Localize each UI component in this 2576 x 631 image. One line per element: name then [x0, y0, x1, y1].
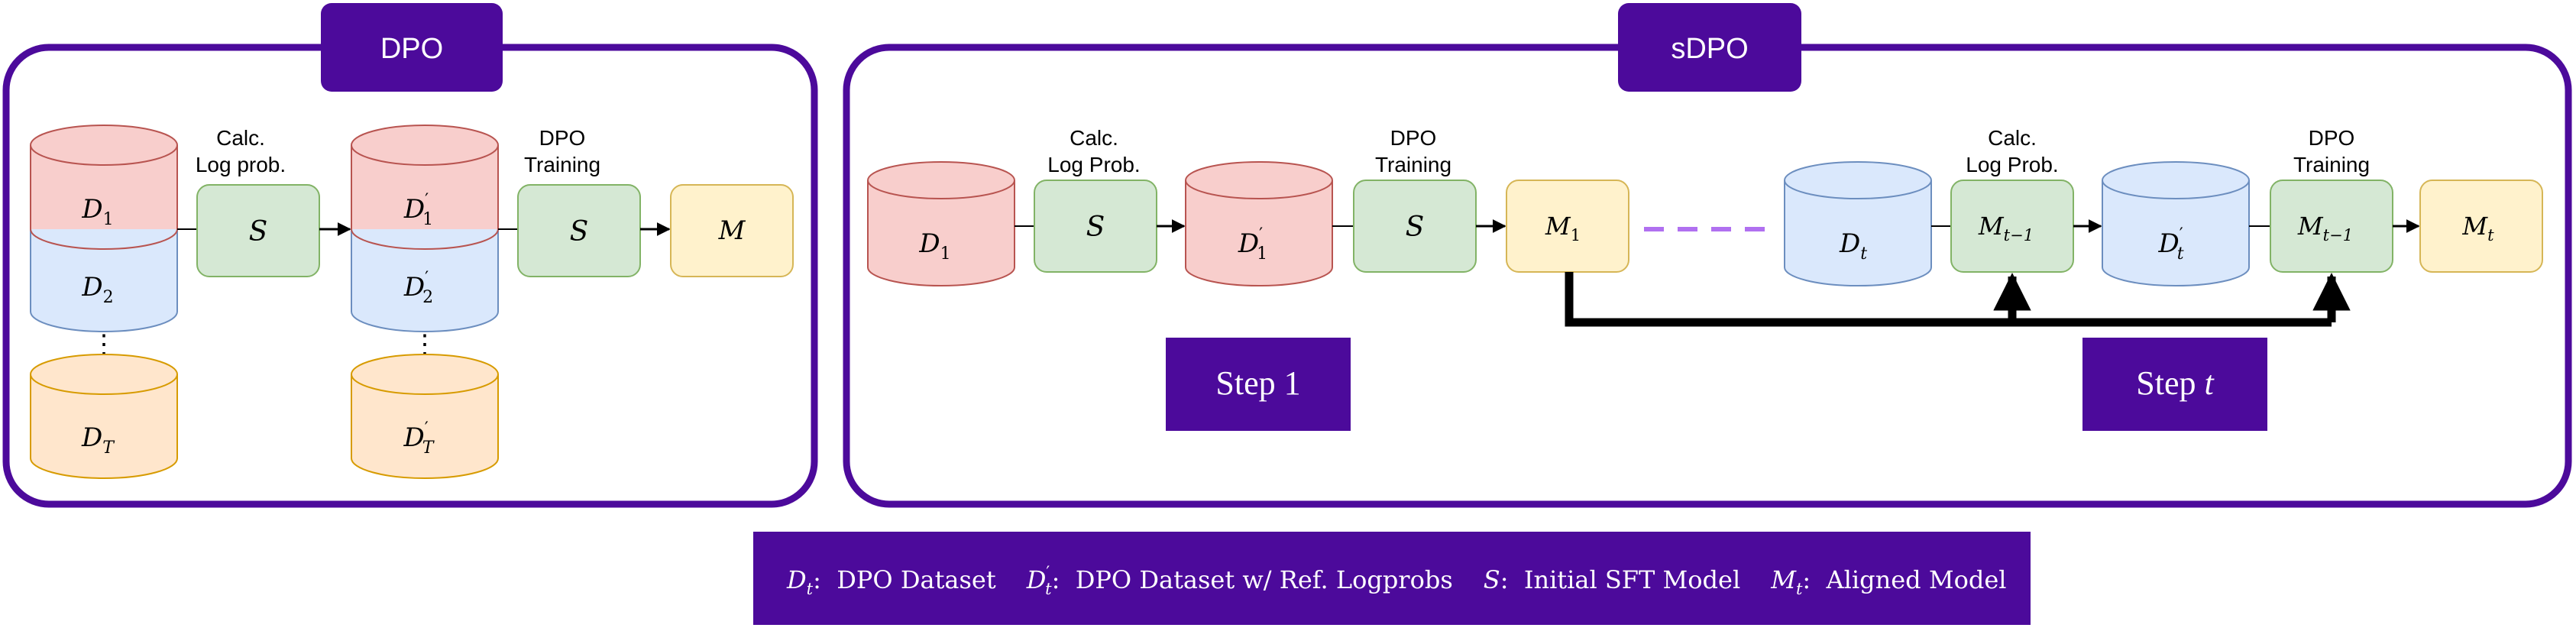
- dpo-d1p-label: D′ 1: [403, 191, 433, 229]
- dpo-ref-dataset-dT: [351, 354, 499, 479]
- sdpo-feedback-path: [1565, 272, 2332, 327]
- dpo-ref-dataset-d1: [351, 125, 499, 250]
- sdpo-dataset-dt: [1784, 161, 1932, 286]
- sdpo-panel-frame: [843, 44, 2572, 508]
- dpo-title: DPO: [380, 33, 443, 65]
- dpo-calc-label-2: Log prob.: [196, 153, 286, 176]
- step-1-label: Step 1: [1215, 364, 1300, 402]
- sdpo-train-label-1a: DPO: [1390, 126, 1437, 150]
- dpo-ref-dataset-d2: [351, 228, 499, 332]
- sdpo-dtp-label: D′ t: [2157, 225, 2183, 264]
- sdpo-model-m1-label: M1: [1545, 212, 1581, 244]
- sdpo-model-mt1-label-1: Mt−1: [1978, 212, 2034, 244]
- dpo-sft-model-box-2: [517, 184, 641, 277]
- dpo-aligned-model-label: M: [718, 215, 746, 246]
- dpo-calc-label-1: Calc.: [216, 126, 265, 150]
- dpo-dT-label: DT: [81, 422, 115, 458]
- sdpo-title: sDPO: [1671, 33, 1748, 65]
- dpo-d2-label: D2: [81, 272, 113, 307]
- sdpo-calc-label-tb: Log Prob.: [1966, 153, 2058, 176]
- dpo-title-badge: [321, 3, 503, 92]
- sdpo-dataset-d1: [867, 161, 1015, 286]
- sdpo-d1-label: D1: [918, 228, 950, 264]
- sdpo-calc-label-1b: Log Prob.: [1047, 153, 1140, 176]
- sdpo-calc-label-ta: Calc.: [1988, 126, 2037, 150]
- dpo-dTp-label: D′ T: [403, 419, 435, 458]
- dpo-d2p-label: D′ 2: [403, 269, 433, 307]
- sdpo-model-mt-box: [2419, 180, 2543, 273]
- sdpo-train-label-ta: DPO: [2309, 126, 2355, 150]
- sdpo-d1p-label: D′ 1: [1238, 225, 1267, 264]
- dpo-d1-label: D1: [81, 194, 113, 229]
- dpo-dataset-d2: [30, 228, 178, 332]
- dpo-train-label-2: Training: [524, 153, 600, 176]
- sdpo-sft-model-label-2: S: [1406, 212, 1425, 243]
- step-t-label: Step t: [2136, 364, 2215, 402]
- sdpo-ref-dataset-d1: [1185, 161, 1333, 286]
- legend-text: Dt: DPO Dataset D′ t: DPO Dataset w/ Ref. …: [786, 563, 2007, 598]
- sdpo-dt-label: Dt: [1839, 228, 1867, 264]
- step-1-badge: [1166, 338, 1351, 431]
- legend-box: [753, 532, 2031, 625]
- sdpo-train-label-tb: Training: [2293, 153, 2370, 176]
- sdpo-sft-model-label-1: S: [1086, 212, 1105, 243]
- sdpo-model-mt1-label-2: Mt−1: [2297, 212, 2353, 244]
- dpo-sft-model-label-2: S: [570, 216, 589, 248]
- sdpo-title-badge: [1618, 3, 1801, 92]
- sdpo-calc-label-1a: Calc.: [1070, 126, 1118, 150]
- dpo-sft-model-label-1: S: [249, 216, 268, 248]
- step-t-badge: [2082, 338, 2267, 431]
- dpo-dataset-dT: [30, 354, 178, 479]
- sdpo-model-mt-label: Mt: [2461, 212, 2494, 244]
- dpo-aligned-model-box: [670, 184, 794, 277]
- sdpo-train-label-1b: Training: [1375, 153, 1451, 176]
- sdpo-ref-dataset-dt: [2102, 161, 2250, 286]
- dpo-sft-model-box-1: [196, 184, 320, 277]
- dpo-train-label-1: DPO: [539, 126, 586, 150]
